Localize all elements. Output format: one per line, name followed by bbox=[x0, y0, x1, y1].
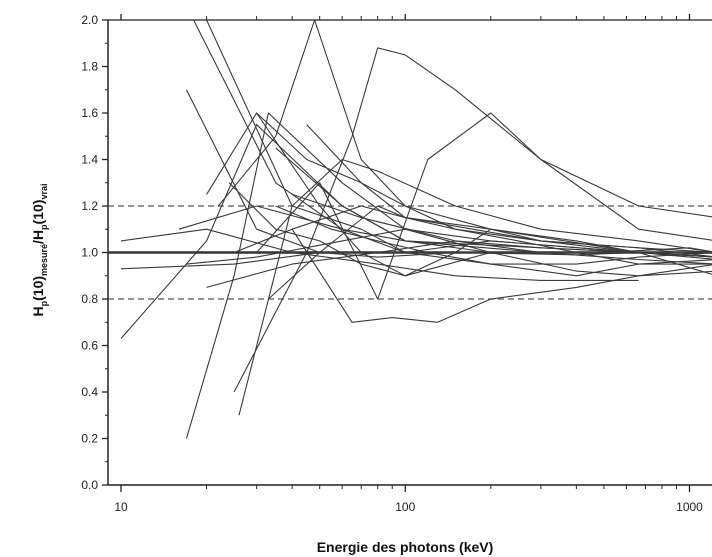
y-label-part: H bbox=[30, 306, 46, 316]
series-line-18 bbox=[178, 205, 712, 277]
series-line-10 bbox=[206, 112, 712, 253]
y-tick-label: 1.2 bbox=[81, 199, 98, 213]
series-line-13 bbox=[256, 112, 712, 300]
y-label-part: (10) bbox=[30, 200, 46, 225]
y-label-part: /H bbox=[30, 230, 46, 244]
y-label-part: p bbox=[39, 300, 49, 306]
x-tick-label: 100 bbox=[395, 500, 415, 514]
y-tick-label: 1.6 bbox=[81, 106, 98, 120]
y-tick-label: 1.0 bbox=[81, 246, 98, 260]
y-label-part: mesuré bbox=[39, 244, 49, 276]
y-tick-label: 1.4 bbox=[81, 153, 98, 167]
series-line-12 bbox=[233, 228, 712, 323]
series-line-4 bbox=[193, 20, 712, 254]
y-tick-label: 0.0 bbox=[81, 478, 98, 492]
y-tick-label: 0.4 bbox=[81, 385, 98, 399]
series-line-20 bbox=[186, 228, 712, 277]
y-tick-label: 2.0 bbox=[81, 13, 98, 27]
x-axis-label: Energie des photons (keV) bbox=[317, 539, 494, 555]
series-layer bbox=[120, 20, 712, 439]
x-tick-label: 10 bbox=[114, 500, 128, 514]
series-line-7 bbox=[238, 158, 712, 416]
series-line-16 bbox=[306, 124, 712, 258]
series-line-5 bbox=[206, 20, 712, 258]
series-line-3 bbox=[186, 89, 712, 258]
x-tick-label: 1000 bbox=[676, 500, 703, 514]
y-label-part: (10) bbox=[30, 276, 46, 301]
y-tick-label: 0.2 bbox=[81, 432, 98, 446]
y-label-part: p bbox=[39, 224, 49, 230]
series-line-23 bbox=[291, 193, 712, 265]
series-line-9 bbox=[217, 20, 712, 254]
y-tick-label: 1.8 bbox=[81, 60, 98, 74]
series-line-22 bbox=[268, 205, 712, 300]
y-label-part: vrai bbox=[39, 184, 49, 200]
y-axis-label: Hp(10)mesuré/Hp(10)vrai bbox=[30, 184, 49, 317]
y-tick-label: 0.6 bbox=[81, 339, 98, 353]
tick-labels: 0.0 0.2 0.4 0.6 0.8 1.0 1.2 1.4 1.6 1.8 2.0 10 100 10… bbox=[81, 13, 703, 514]
series-line-6 bbox=[233, 47, 712, 393]
ticks-layer bbox=[102, 14, 691, 492]
series-line-24 bbox=[120, 247, 712, 270]
series-line-19 bbox=[120, 228, 639, 281]
y-tick-label: 0.8 bbox=[81, 292, 98, 306]
